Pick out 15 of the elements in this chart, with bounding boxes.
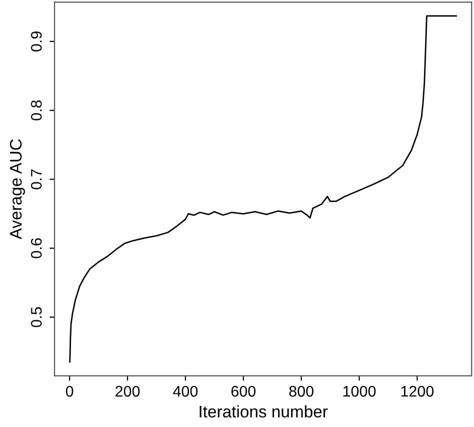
y-axis-title: Average AUC — [10, 139, 25, 240]
x-tick-label: 800 — [289, 386, 314, 397]
x-tick-label: 1000 — [343, 386, 376, 397]
y-tick-label: 0.9 — [30, 32, 42, 52]
x-tick-label: 200 — [116, 386, 140, 397]
y-tick-label: 0.5 — [30, 307, 42, 328]
y-tick-label: 0.8 — [30, 100, 42, 120]
line-series — [69, 15, 457, 363]
y-tick-label: 0.6 — [30, 238, 42, 258]
x-tick-label: 1200 — [401, 386, 434, 397]
x-tick-label: 400 — [173, 386, 198, 397]
y-tick-label: 0.7 — [30, 169, 42, 190]
x-tick-label: 0 — [66, 386, 74, 397]
x-axis-title: Iterations number — [200, 405, 328, 418]
x-tick-label: 600 — [231, 386, 256, 397]
